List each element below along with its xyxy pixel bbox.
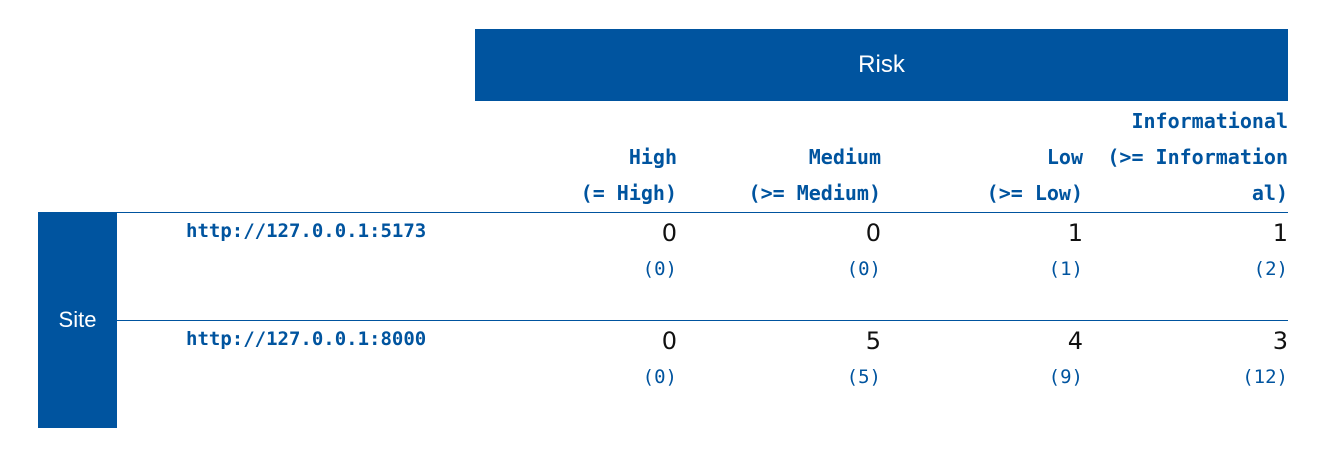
- table-divider-middle: [117, 320, 1288, 321]
- risk-count: 4: [1067, 327, 1083, 355]
- site-url-row-2: http://127.0.0.1:8000: [186, 328, 427, 350]
- cumulative-count: (12): [1242, 366, 1288, 388]
- column-header-informational-subtitle-2: al): [1251, 181, 1288, 205]
- cumulative-count: (5): [846, 366, 881, 388]
- table-cell: 1 (2): [1168, 217, 1288, 289]
- risk-count: 3: [1272, 327, 1288, 355]
- column-header-informational-title: Informational: [1131, 109, 1288, 133]
- risk-count: 0: [661, 327, 677, 355]
- table-cell: 0 (0): [557, 325, 677, 397]
- column-header-medium-subtitle: (>= Medium): [748, 181, 881, 205]
- cumulative-count: (2): [1253, 258, 1288, 280]
- risk-count: 0: [661, 219, 677, 247]
- column-header-high: High (= High): [557, 103, 677, 211]
- table-cell: 0 (0): [761, 217, 881, 289]
- risk-header: Risk: [475, 29, 1288, 101]
- column-header-high-subtitle: (= High): [580, 181, 677, 205]
- risk-count: 1: [1067, 219, 1083, 247]
- column-header-informational-subtitle-1: (>= Information: [1107, 145, 1288, 169]
- risk-count: 5: [865, 327, 881, 355]
- table-cell: 5 (5): [761, 325, 881, 397]
- cumulative-count: (0): [642, 258, 677, 280]
- risk-header-label: Risk: [858, 51, 905, 78]
- risk-count: 0: [865, 219, 881, 247]
- cumulative-count: (9): [1048, 366, 1083, 388]
- column-header-low: Low (>= Low): [930, 103, 1083, 211]
- column-header-medium: Medium (>= Medium): [700, 103, 881, 211]
- site-row-header: Site: [38, 212, 117, 428]
- cumulative-count: (0): [642, 366, 677, 388]
- table-cell: 0 (0): [557, 217, 677, 289]
- column-header-low-subtitle: (>= Low): [986, 181, 1083, 205]
- column-header-medium-title: Medium: [808, 145, 881, 169]
- column-header-low-title: Low: [1046, 145, 1083, 169]
- site-row-header-label: Site: [58, 307, 97, 332]
- table-cell: 4 (9): [963, 325, 1083, 397]
- risk-count: 1: [1272, 219, 1288, 247]
- column-header-high-title: High: [628, 145, 677, 169]
- site-url-row-1: http://127.0.0.1:5173: [186, 220, 427, 242]
- table-cell: 1 (1): [963, 217, 1083, 289]
- table-divider-top: [117, 212, 1288, 213]
- table-cell: 3 (12): [1168, 325, 1288, 397]
- cumulative-count: (1): [1048, 258, 1083, 280]
- column-header-informational: Informational (>= Information al): [1088, 103, 1288, 211]
- cumulative-count: (0): [846, 258, 881, 280]
